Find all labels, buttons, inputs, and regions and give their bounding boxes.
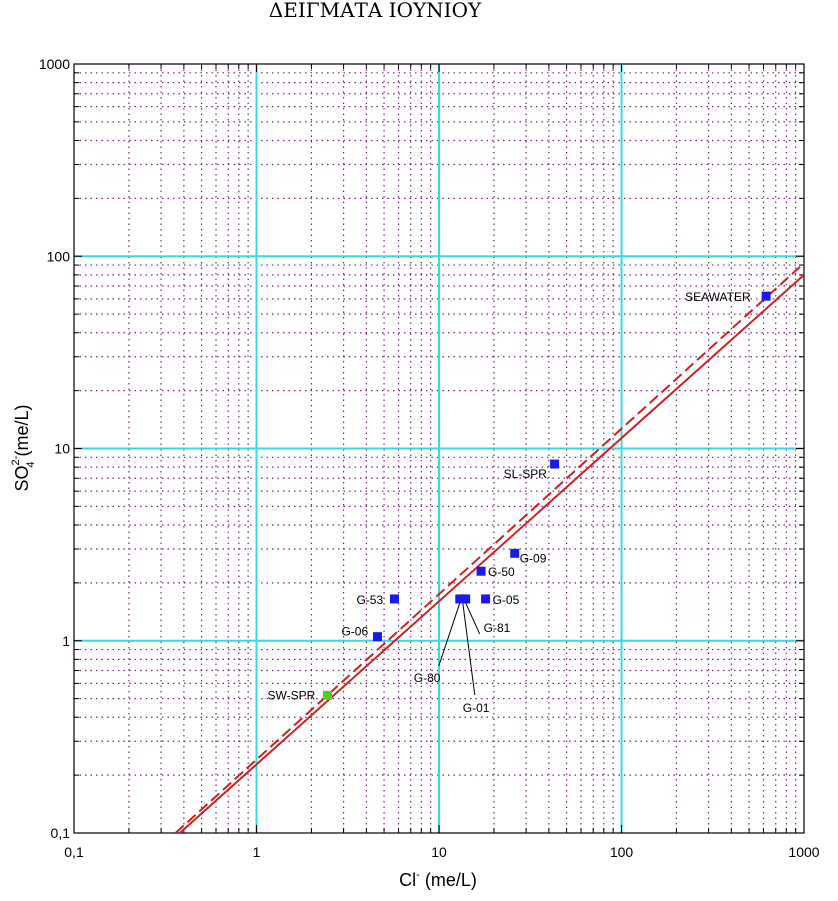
data-points xyxy=(323,291,771,700)
label-seawater: SEAWATER xyxy=(685,290,751,304)
dashed-reference-line xyxy=(174,262,804,833)
y-tick-label: 1 xyxy=(62,633,70,649)
point-g-06 xyxy=(372,632,382,642)
y-tick-label: 0,1 xyxy=(51,825,71,841)
y-tick-label: 1000 xyxy=(39,56,70,72)
axis-ticks: 0,1 1 10 100 1000 0,1 1 10 100 1000 xyxy=(39,56,820,860)
label-g-80: G-80 xyxy=(414,671,441,685)
point-g-09 xyxy=(510,548,520,558)
leader-g-80 xyxy=(438,602,461,667)
label-g-06: G-06 xyxy=(341,625,368,639)
y-axis-label: SO2- 4 (me/L) xyxy=(10,405,37,492)
label-g-53: G-53 xyxy=(356,593,383,607)
leader-g-01 xyxy=(462,602,476,696)
x-tick-label: 1000 xyxy=(788,844,819,860)
chart-title: ΔΕΙΓΜΑΤΑ ΙΟΥΝΙΟΥ xyxy=(269,0,482,22)
solid-reference-line xyxy=(179,274,804,833)
label-g-81: G-81 xyxy=(484,621,511,635)
point-g-53 xyxy=(389,594,399,604)
label-g-01: G-01 xyxy=(463,701,490,715)
point-g-80 xyxy=(455,594,465,604)
label-g-09: G-09 xyxy=(520,551,547,565)
label-g-50: G-50 xyxy=(488,565,515,579)
x-tick-label: 100 xyxy=(610,844,634,860)
point-sl-spr xyxy=(550,459,560,469)
point-labels: SEAWATER SL-SPR G-09 G-50 G-05 G-81 G-01 G-80 G-… xyxy=(268,290,751,715)
leader-g-81 xyxy=(465,602,481,635)
label-g-05: G-05 xyxy=(493,593,520,607)
reference-lines xyxy=(174,262,804,833)
label-sw-spr: SW-SPR xyxy=(268,688,316,702)
y-tick-label: 100 xyxy=(47,248,71,264)
point-sw-spr xyxy=(323,690,333,700)
label-leader-lines xyxy=(438,602,481,696)
x-axis-label: Cl- (me/L) xyxy=(399,869,477,890)
label-sl-spr: SL-SPR xyxy=(504,467,548,481)
point-g-05 xyxy=(481,594,491,604)
x-tick-label: 10 xyxy=(431,844,447,860)
x-tick-label: 1 xyxy=(253,844,261,860)
y-tick-label: 10 xyxy=(54,441,70,457)
point-g-50 xyxy=(476,566,486,576)
x-tick-label: 0,1 xyxy=(64,844,84,860)
point-seawater xyxy=(761,291,771,301)
major-grid xyxy=(74,64,804,833)
minor-grid xyxy=(74,64,804,833)
